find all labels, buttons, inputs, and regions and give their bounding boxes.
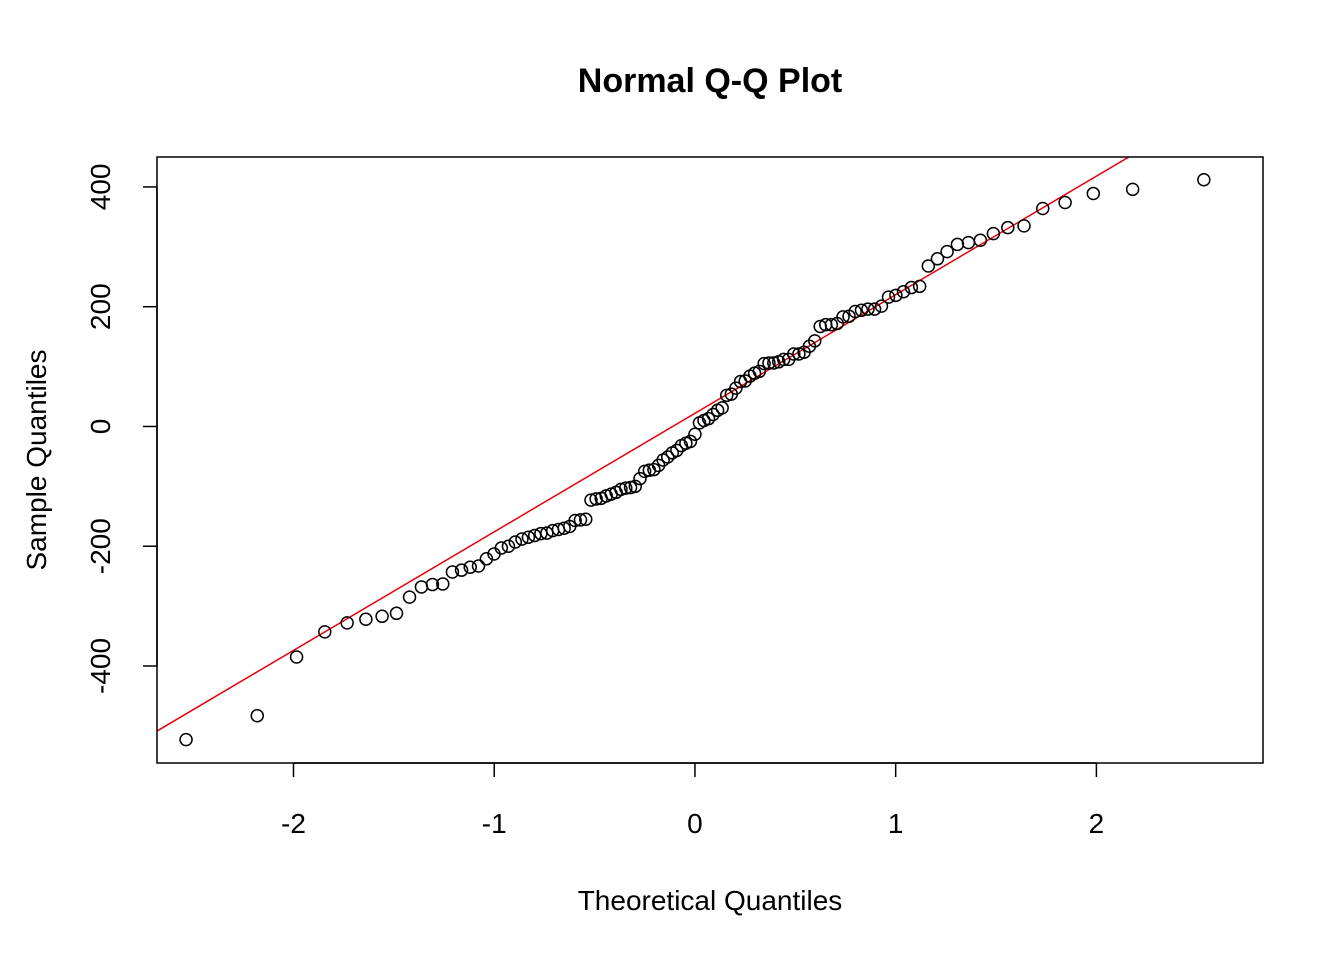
data-point [479,552,494,566]
data-point [515,532,529,546]
y-tick-label: 400 [85,164,116,211]
data-point [619,481,633,495]
data-point [179,732,193,747]
data-point [824,317,839,332]
data-point [628,479,643,494]
data-point [402,590,417,604]
data-point [889,288,903,303]
data-point [445,565,460,579]
data-point [425,577,440,592]
data-point [896,284,911,299]
data-point [930,252,945,266]
data-point [861,302,875,316]
data-point [579,512,593,527]
y-tick-label: -400 [85,638,116,694]
data-point [359,612,373,627]
data-point [521,530,536,544]
y-tick-label: -200 [85,518,116,574]
y-axis-label: Sample Quantiles [21,349,52,570]
data-point [904,280,919,295]
data-point [414,580,429,594]
data-point [375,609,389,624]
data-point [752,364,767,379]
plot-frame [156,156,1264,764]
data-point [463,560,477,574]
x-axis: -2 -1 0 1 2 [281,762,1105,839]
data-point [250,708,264,723]
data-point [614,482,628,497]
data-point [501,539,516,553]
data-point [340,616,354,630]
data-point [1058,195,1072,210]
data-point [701,411,716,426]
data-point [670,443,684,458]
data-point [706,407,720,422]
data-point [436,577,450,591]
data-point [471,559,486,573]
chart-title: Normal Q-Q Plot [578,62,842,100]
data-point [973,233,988,247]
data-point [848,304,862,319]
data-point [950,237,965,252]
data-point [557,521,571,536]
data-point [867,302,882,316]
x-tick-label: 0 [687,808,703,839]
data-point [589,492,603,506]
x-tick-label: -2 [281,808,306,839]
y-axis: -400 -200 0 200 400 [85,164,158,694]
data-point [1035,201,1050,216]
data-point [940,244,954,259]
data-point [738,374,752,388]
data-point [715,401,729,415]
data-point [874,299,889,313]
data-points [179,173,1211,747]
data-point [1125,182,1140,197]
data-point [1017,219,1031,233]
data-point [762,356,776,370]
x-tick-label: 2 [1089,808,1105,839]
qq-reference-line [157,157,1131,732]
y-tick-label: 200 [85,283,116,330]
data-point [854,303,869,318]
data-point [573,513,588,527]
x-tick-label: 1 [888,808,904,839]
data-point [961,235,976,250]
data-point [912,279,927,294]
data-point [508,535,523,549]
data-point [683,434,698,449]
x-axis-label: Theoretical Quantiles [578,885,843,916]
y-tick-label: 0 [85,419,116,435]
data-point [584,493,598,507]
data-point [568,513,582,528]
data-point [776,352,791,367]
data-point [1086,186,1101,201]
data-point [1001,220,1015,235]
data-point [688,427,702,442]
data-point [289,650,304,664]
data-point [389,606,404,621]
data-point [1197,173,1211,187]
data-point [623,480,638,495]
data-point [921,259,936,273]
x-tick-label: -1 [482,808,507,839]
data-point [454,563,469,577]
data-point [787,347,801,361]
data-point [986,226,1001,241]
data-point [808,334,822,348]
data-point [647,462,661,477]
data-point [881,290,896,304]
data-point [494,541,509,555]
data-point [318,625,332,639]
data-point [633,471,647,486]
data-point [836,310,850,324]
data-point [757,356,771,371]
data-point [660,450,675,464]
